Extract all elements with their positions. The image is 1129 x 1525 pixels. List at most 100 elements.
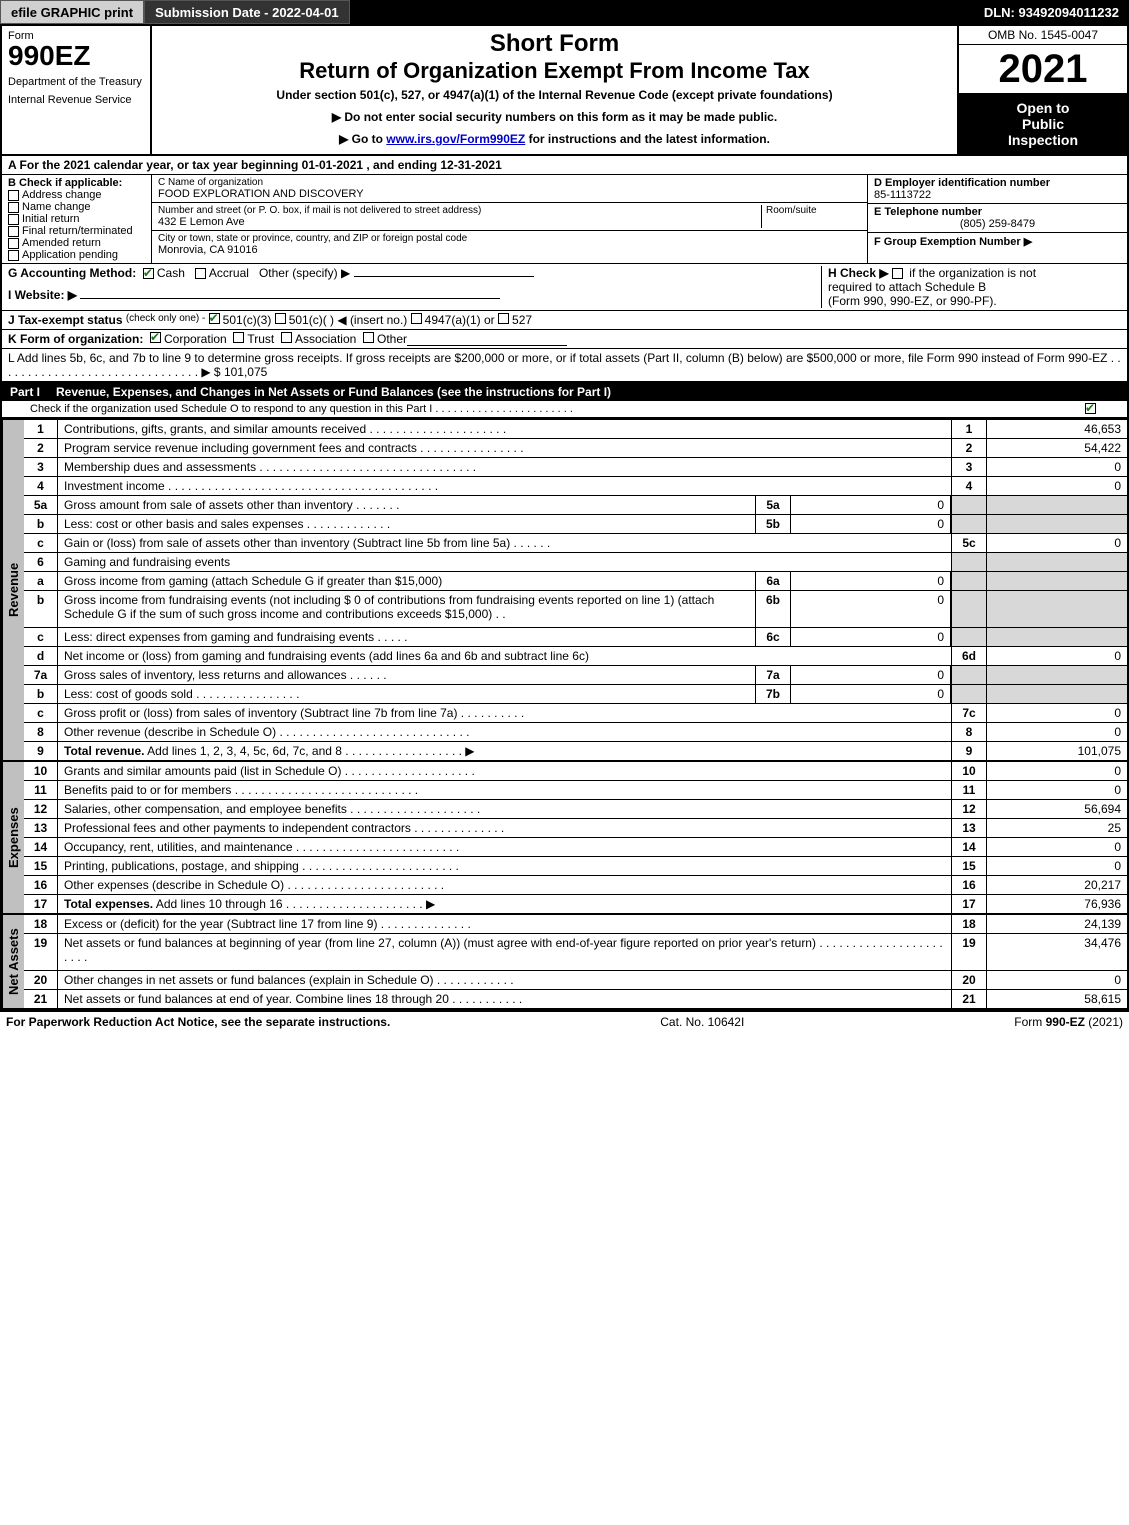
line-14: 14Occupancy, rent, utilities, and mainte…: [24, 838, 1127, 857]
right-num: 6d: [951, 647, 987, 665]
line-desc: Gain or (loss) from sale of assets other…: [58, 534, 951, 552]
right-num: 4: [951, 477, 987, 495]
line-desc: Benefits paid to or for members . . . . …: [58, 781, 951, 799]
right-val: 0: [987, 762, 1127, 780]
dept-treasury: Department of the Treasury: [8, 76, 144, 88]
check-501c3[interactable]: [209, 313, 220, 324]
line-num: d: [24, 647, 58, 665]
line-b: bGross income from fundraising events (n…: [24, 591, 1127, 628]
right-num: 12: [951, 800, 987, 818]
line-16: 16Other expenses (describe in Schedule O…: [24, 876, 1127, 895]
line-num: 10: [24, 762, 58, 780]
right-num: [951, 591, 987, 627]
check-cash[interactable]: [143, 268, 154, 279]
line-6: 6Gaming and fundraising events: [24, 553, 1127, 572]
header-left: Form 990EZ Department of the Treasury In…: [2, 26, 152, 154]
ein-value: 85-1113722: [874, 189, 1121, 201]
revenue-table: Revenue 1Contributions, gifts, grants, a…: [2, 418, 1127, 760]
check-accrual[interactable]: [195, 268, 206, 279]
right-val: [987, 515, 1127, 533]
room-label: Room/suite: [766, 205, 861, 216]
check-trust[interactable]: [233, 332, 244, 343]
line-2: 2Program service revenue including gover…: [24, 439, 1127, 458]
check-schedule-b[interactable]: [892, 268, 903, 279]
line-1: 1Contributions, gifts, grants, and simil…: [24, 420, 1127, 439]
opt-4947: 4947(a)(1) or: [425, 313, 495, 327]
part-i-title: Revenue, Expenses, and Changes in Net As…: [48, 383, 1127, 401]
line-desc: Program service revenue including govern…: [58, 439, 951, 457]
phone-label: E Telephone number: [874, 206, 1121, 218]
line-num: c: [24, 628, 58, 646]
submission-date-button[interactable]: Submission Date - 2022-04-01: [144, 0, 350, 24]
netassets-table: Net Assets 18Excess or (deficit) for the…: [2, 913, 1127, 1008]
line-desc: Contributions, gifts, grants, and simila…: [58, 420, 951, 438]
opt-cash: Cash: [157, 266, 185, 280]
line-num: 3: [24, 458, 58, 476]
public-inspection-badge: Open to Public Inspection: [959, 94, 1127, 154]
check-corporation[interactable]: [150, 332, 161, 343]
line-21: 21Net assets or fund balances at end of …: [24, 990, 1127, 1008]
check-association[interactable]: [281, 332, 292, 343]
org-name-label: C Name of organization: [158, 177, 861, 188]
right-val: 0: [987, 857, 1127, 875]
row-h-label: H Check ▶: [828, 266, 889, 280]
side-expenses: Expenses: [2, 762, 24, 913]
accounting-method-label: G Accounting Method:: [8, 266, 136, 280]
right-num: 17: [951, 895, 987, 913]
right-num: 15: [951, 857, 987, 875]
check-schedule-o-part1[interactable]: [1085, 403, 1096, 414]
line-desc: Less: direct expenses from gaming and fu…: [58, 628, 755, 646]
right-val: 56,694: [987, 800, 1127, 818]
right-num: 7c: [951, 704, 987, 722]
right-num: 5c: [951, 534, 987, 552]
line-desc: Other expenses (describe in Schedule O) …: [58, 876, 951, 894]
right-val: 0: [987, 781, 1127, 799]
right-num: [951, 496, 987, 514]
mid-num: 7b: [755, 685, 791, 703]
check-final-return[interactable]: [8, 226, 19, 237]
line-num: 12: [24, 800, 58, 818]
phone-value: (805) 259-8479: [874, 218, 1121, 230]
mid-val: 0: [791, 515, 951, 533]
line-num: 5a: [24, 496, 58, 514]
side-revenue: Revenue: [2, 420, 24, 760]
line-desc: Occupancy, rent, utilities, and maintena…: [58, 838, 951, 856]
line-desc: Gross sales of inventory, less returns a…: [58, 666, 755, 684]
line-num: b: [24, 685, 58, 703]
check-501c[interactable]: [275, 313, 286, 324]
right-val: 0: [987, 534, 1127, 552]
line-num: 16: [24, 876, 58, 894]
page-footer: For Paperwork Reduction Act Notice, see …: [0, 1010, 1129, 1032]
check-initial-return[interactable]: [8, 214, 19, 225]
note-ssn: ▶ Do not enter social security numbers o…: [160, 110, 949, 124]
right-val: 24,139: [987, 915, 1127, 933]
check-4947[interactable]: [411, 313, 422, 324]
line-num: 19: [24, 934, 58, 970]
check-527[interactable]: [498, 313, 509, 324]
footer-right: Form 990-EZ (2021): [1014, 1015, 1123, 1029]
street-label: Number and street (or P. O. box, if mail…: [158, 205, 761, 216]
irs-link[interactable]: www.irs.gov/Form990EZ: [386, 132, 525, 146]
right-num: 20: [951, 971, 987, 989]
line-12: 12Salaries, other compensation, and empl…: [24, 800, 1127, 819]
line-desc: Gross amount from sale of assets other t…: [58, 496, 755, 514]
check-amended-return[interactable]: [8, 238, 19, 249]
line-a: aGross income from gaming (attach Schedu…: [24, 572, 1127, 591]
row-h-text1: if the organization is not: [909, 266, 1036, 280]
section-c: C Name of organization FOOD EXPLORATION …: [152, 175, 867, 263]
row-g-h: G Accounting Method: Cash Accrual Other …: [2, 264, 1127, 311]
check-name-change[interactable]: [8, 202, 19, 213]
mid-num: 6c: [755, 628, 791, 646]
form-org-label: K Form of organization:: [8, 332, 143, 346]
line-desc: Total revenue. Add lines 1, 2, 3, 4, 5c,…: [58, 742, 951, 760]
line-desc: Investment income . . . . . . . . . . . …: [58, 477, 951, 495]
right-val: [987, 496, 1127, 514]
check-address-change[interactable]: [8, 190, 19, 201]
org-name-value: FOOD EXPLORATION AND DISCOVERY: [158, 188, 861, 200]
check-other-org[interactable]: [363, 332, 374, 343]
right-val: 0: [987, 723, 1127, 741]
efile-print-button[interactable]: efile GRAPHIC print: [0, 0, 144, 24]
check-application-pending[interactable]: [8, 250, 19, 261]
header-right: OMB No. 1545-0047 2021 Open to Public In…: [957, 26, 1127, 154]
line-num: 17: [24, 895, 58, 913]
